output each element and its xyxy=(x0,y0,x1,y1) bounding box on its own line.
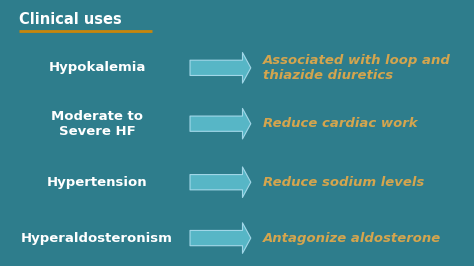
Text: Reduce sodium levels: Reduce sodium levels xyxy=(263,176,424,189)
Text: Hypokalemia: Hypokalemia xyxy=(48,61,146,74)
Text: Associated with loop and
thiazide diuretics: Associated with loop and thiazide diuret… xyxy=(263,54,451,82)
Text: Moderate to
Severe HF: Moderate to Severe HF xyxy=(51,110,143,138)
Text: Hypertension: Hypertension xyxy=(47,176,147,189)
Text: Reduce cardiac work: Reduce cardiac work xyxy=(263,117,418,130)
Text: Antagonize aldosterone: Antagonize aldosterone xyxy=(263,232,441,244)
Text: Hyperaldosteronism: Hyperaldosteronism xyxy=(21,232,173,244)
Text: Clinical uses: Clinical uses xyxy=(19,12,122,27)
